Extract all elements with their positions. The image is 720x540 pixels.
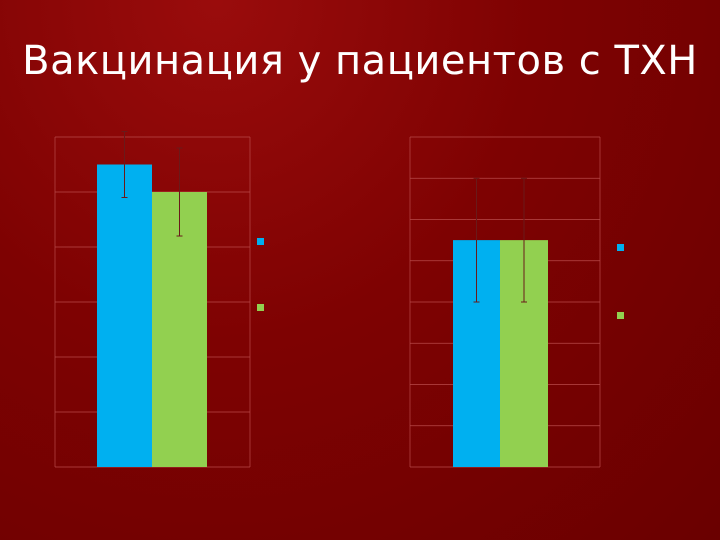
chart-right xyxy=(409,136,624,468)
legend-swatch-2 xyxy=(257,304,264,311)
bar-series-1 xyxy=(97,164,152,467)
chart-left xyxy=(54,131,264,468)
slide-title: Вакцинация у пациентов с ТХН xyxy=(22,38,698,84)
legend-swatch-1 xyxy=(617,244,624,251)
bar-series-2 xyxy=(152,192,207,467)
legend-swatch-2 xyxy=(617,312,624,319)
legend-swatch-1 xyxy=(257,238,264,245)
